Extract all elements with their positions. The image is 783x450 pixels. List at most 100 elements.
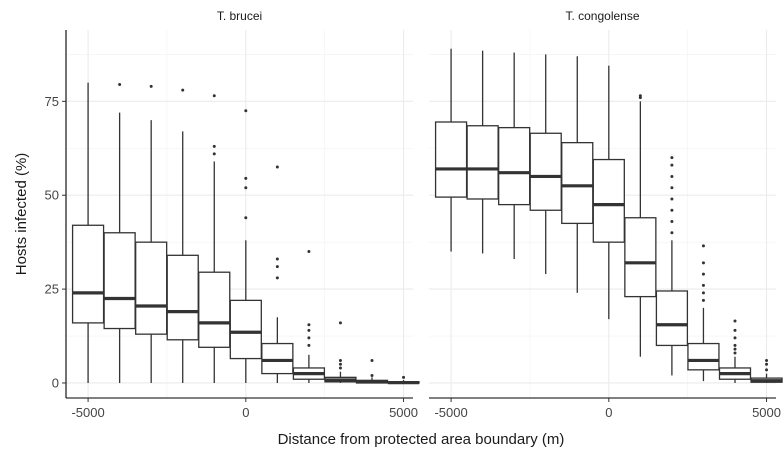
panel-t-congolense: T. congolense bbox=[429, 9, 783, 398]
box-1000 bbox=[624, 94, 657, 357]
box--5000 bbox=[71, 82, 105, 383]
outlier-point bbox=[733, 319, 737, 323]
outlier-point bbox=[212, 152, 216, 156]
box--5000 bbox=[434, 48, 468, 252]
outlier-point bbox=[701, 244, 705, 248]
outlier-point bbox=[244, 176, 248, 180]
outlier-point bbox=[733, 351, 737, 355]
box-iqr bbox=[71, 224, 105, 324]
box-1000 bbox=[261, 165, 294, 383]
outlier-point bbox=[181, 88, 185, 92]
outlier-point bbox=[307, 328, 311, 332]
x-tick-label: -5000 bbox=[71, 405, 104, 420]
y-tick-label: 0 bbox=[52, 375, 59, 390]
box-iqr bbox=[261, 342, 294, 375]
box-0 bbox=[592, 65, 625, 320]
outlier-point bbox=[212, 144, 216, 148]
box--4000 bbox=[466, 50, 499, 254]
outlier-point bbox=[670, 208, 674, 212]
x-tick-label: 0 bbox=[242, 405, 249, 420]
box--1000 bbox=[561, 56, 594, 293]
outlier-point bbox=[765, 368, 769, 372]
x-tick-label: 5000 bbox=[389, 405, 418, 420]
outlier-point bbox=[733, 343, 737, 347]
outlier-point bbox=[244, 109, 248, 113]
outlier-point bbox=[765, 358, 769, 362]
outlier-point bbox=[275, 276, 279, 280]
outlier-point bbox=[701, 291, 705, 295]
box-iqr bbox=[229, 299, 262, 360]
outlier-point bbox=[338, 321, 342, 325]
outlier-point bbox=[244, 186, 248, 190]
outlier-point bbox=[733, 328, 737, 332]
outlier-point bbox=[670, 174, 674, 178]
box-iqr bbox=[624, 217, 657, 298]
outlier-point bbox=[338, 358, 342, 362]
outlier-point bbox=[307, 336, 311, 340]
outlier-point bbox=[670, 197, 674, 201]
axes: 0 25 50 75 -5000 0 5000 -5000 0 5000 bbox=[45, 30, 781, 420]
box-2000 bbox=[292, 250, 326, 383]
x-tick-label: -5000 bbox=[434, 405, 467, 420]
box-iqr bbox=[592, 158, 625, 243]
box-iqr bbox=[198, 271, 231, 348]
outlier-point bbox=[402, 375, 406, 379]
box-5000 bbox=[387, 375, 420, 385]
outlier-point bbox=[275, 257, 279, 261]
outlier-point bbox=[733, 347, 737, 351]
y-axis-title: Hosts infected (%) bbox=[13, 153, 30, 276]
panel-t-brucei: T. brucei bbox=[66, 9, 420, 398]
outlier-point bbox=[118, 82, 122, 86]
box-iqr bbox=[561, 142, 594, 225]
box-0 bbox=[229, 109, 262, 383]
panel-boxes bbox=[434, 48, 783, 383]
outlier-point bbox=[307, 250, 311, 254]
panel-boxes bbox=[71, 82, 420, 385]
outlier-point bbox=[307, 323, 311, 327]
outlier-point bbox=[307, 343, 311, 347]
box-iqr bbox=[166, 254, 199, 341]
outlier-point bbox=[275, 265, 279, 269]
box-iqr bbox=[103, 232, 136, 330]
y-tick-label: 25 bbox=[45, 282, 59, 297]
box-iqr bbox=[498, 126, 531, 206]
y-tick-label: 50 bbox=[45, 188, 59, 203]
outlier-point bbox=[701, 298, 705, 302]
box-iqr bbox=[466, 125, 499, 200]
outlier-point bbox=[370, 358, 374, 362]
outlier-point bbox=[370, 373, 374, 377]
outlier-point bbox=[670, 220, 674, 224]
outlier-point bbox=[670, 231, 674, 235]
x-axis-title: Distance from protected area boundary (m… bbox=[278, 431, 565, 448]
x-tick-label: 0 bbox=[605, 405, 612, 420]
outlier-point bbox=[670, 156, 674, 160]
outlier-point bbox=[638, 94, 642, 98]
box--1000 bbox=[198, 94, 231, 383]
box-iqr bbox=[135, 241, 168, 335]
box-iqr bbox=[655, 290, 689, 347]
outlier-point bbox=[670, 163, 674, 167]
outlier-point bbox=[765, 362, 769, 366]
outlier-point bbox=[701, 283, 705, 287]
panel-title-t-congolense: T. congolense bbox=[565, 9, 639, 23]
outlier-point bbox=[275, 165, 279, 169]
outlier-point bbox=[244, 216, 248, 220]
outlier-point bbox=[338, 366, 342, 370]
box--3000 bbox=[498, 52, 531, 260]
box-2000 bbox=[655, 156, 689, 376]
box-iqr bbox=[687, 342, 720, 371]
box-iqr bbox=[529, 132, 562, 211]
outlier-point bbox=[338, 362, 342, 366]
box-4000 bbox=[718, 319, 752, 383]
box-iqr bbox=[434, 121, 468, 198]
box-3000 bbox=[324, 321, 357, 383]
outlier-point bbox=[733, 336, 737, 340]
box-5000 bbox=[750, 358, 783, 383]
panel-title-t-brucei: T. brucei bbox=[217, 9, 262, 23]
outlier-point bbox=[149, 84, 153, 88]
outlier-point bbox=[670, 186, 674, 190]
outlier-point bbox=[212, 94, 216, 98]
outlier-point bbox=[701, 272, 705, 276]
y-tick-label: 75 bbox=[45, 94, 59, 109]
